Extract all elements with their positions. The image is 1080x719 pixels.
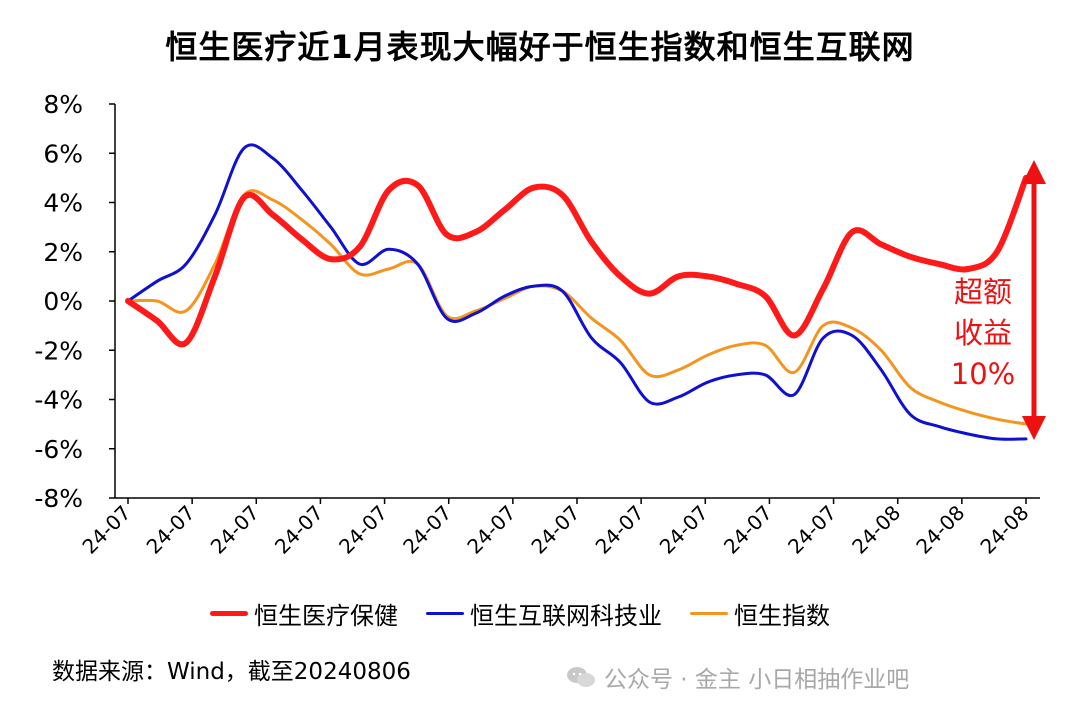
y-tick-label: 4% — [43, 189, 83, 218]
annotation-text-line: 超额 — [954, 275, 1012, 309]
y-tick-label: -8% — [34, 484, 83, 513]
legend-swatch-hsi — [690, 611, 728, 615]
y-tick-label: -4% — [34, 386, 83, 415]
x-tick-label: 24-08 — [975, 501, 1033, 559]
x-tick-label: 24-07 — [334, 501, 392, 559]
y-tick-label: 2% — [43, 238, 83, 267]
chart-title: 恒生医疗近1月表现大幅好于恒生指数和恒生互联网 — [165, 28, 915, 66]
legend-label-internet-tech: 恒生互联网科技业 — [470, 601, 662, 630]
x-tick-label: 24-07 — [142, 501, 200, 559]
y-tick-label: 0% — [43, 287, 83, 316]
legend-label-healthcare: 恒生医疗保健 — [254, 601, 398, 630]
annotation-arrow-head-up — [1022, 160, 1046, 184]
annotation-text-line: 10% — [951, 357, 1015, 391]
x-tick-label: 24-07 — [270, 501, 328, 559]
x-tick-label: 24-07 — [719, 501, 777, 559]
legend-swatch-internet-tech — [426, 611, 464, 615]
x-tick-label: 24-07 — [462, 501, 520, 559]
x-tick-label: 24-07 — [77, 501, 135, 559]
legend-item-healthcare: 恒生医疗保健 — [210, 596, 398, 631]
x-tick-label: 24-07 — [783, 501, 841, 559]
legend-item-hsi: 恒生指数 — [690, 596, 830, 631]
x-tick-label: 24-08 — [911, 501, 969, 559]
line-internet-tech — [126, 143, 1028, 441]
y-tick-label: 8% — [43, 90, 83, 119]
chart-axes — [109, 103, 1040, 504]
legend-swatch-healthcare — [210, 610, 248, 616]
annotation-arrow-head-down — [1022, 416, 1046, 440]
wechat-icon — [567, 667, 595, 687]
x-tick-label: 24-07 — [206, 501, 264, 559]
y-axis-labels: 8% 6% 4% 2% 0% -2% -4% -6% -8% — [34, 90, 83, 513]
legend-item-internet-tech: 恒生互联网科技业 — [426, 596, 662, 631]
chart-legend: 恒生医疗保健 恒生互联网科技业 恒生指数 — [210, 596, 910, 630]
watermark-text: 公众号 · 金主 小日相抽作业吧 — [604, 667, 910, 693]
annotation-text-line: 收益 — [954, 316, 1012, 350]
x-tick-label: 24-08 — [847, 501, 905, 559]
series-lines — [125, 143, 1029, 441]
line-hsi — [126, 189, 1028, 426]
data-source-note: 数据来源：Wind，截至20240806 — [52, 659, 411, 685]
y-tick-label: 6% — [43, 139, 83, 168]
x-tick-label: 24-07 — [398, 501, 456, 559]
y-tick-label: -2% — [34, 336, 83, 365]
x-tick-label: 24-07 — [526, 501, 584, 559]
legend-label-hsi: 恒生指数 — [734, 601, 830, 630]
watermark: 公众号 · 金主 小日相抽作业吧 — [566, 660, 909, 694]
x-tick-label: 24-07 — [591, 501, 649, 559]
x-axis-labels: 24-07 24-07 24-07 24-07 24-07 24-07 24-07 24-07… — [77, 501, 1033, 559]
y-tick-label: -6% — [34, 435, 83, 464]
line-healthcare — [125, 174, 1029, 348]
x-tick-label: 24-07 — [655, 501, 713, 559]
